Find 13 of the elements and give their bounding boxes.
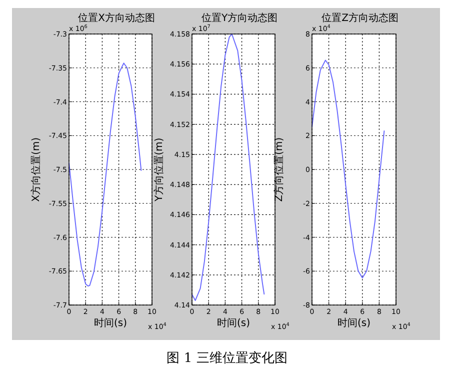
line-series [312,60,385,278]
x-axis-title: 时间(s) [216,317,250,329]
y-axis-title: Z方向位置(m) [273,137,285,202]
x-axis-title: 时间(s) [94,317,128,329]
chart-title: 位置Y方向动态图 [201,12,278,24]
y-axis-title: X方向位置(m) [30,137,42,202]
line-series [68,62,142,287]
y-axis-title: Y方向位置(m) [153,138,165,202]
chart-title: 位置Z方向动态图 [322,12,398,24]
chart-title: 位置X方向动态图 [78,12,155,24]
caption: 图 1 三维位置变化图 [166,351,288,366]
line-series [192,34,265,301]
x-axis-title: 时间(s) [337,317,371,329]
